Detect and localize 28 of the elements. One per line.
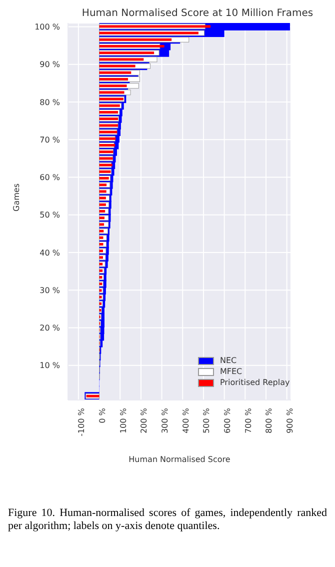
x-tick-label: 500 % xyxy=(202,408,212,434)
x-tick-label: 200 % xyxy=(140,408,149,434)
x-tick-label: 400 % xyxy=(181,408,190,434)
x-tick-label: 600 % xyxy=(222,408,232,434)
x-tick-label: -100 % xyxy=(77,408,86,436)
y-tick-label: 100 % xyxy=(34,22,60,32)
legend-label: NEC xyxy=(220,355,237,366)
chart-title: Human Normalised Score at 10 Million Frames xyxy=(80,8,314,19)
x-tick-label: 700 % xyxy=(244,408,253,434)
caption: Figure 10. Human-normalised scores of games, independently ranked per algorithm; labels on y-axis denote quantiles. xyxy=(8,507,327,534)
x-tick-label: 800 % xyxy=(264,408,274,434)
x-tick-label: 100 % xyxy=(118,408,128,434)
x-axis-title: Human Normalised Score xyxy=(128,455,230,464)
y-tick-label: 80 % xyxy=(40,98,60,107)
x-tick-label: 900 % xyxy=(286,408,295,434)
y-tick-label: 50 % xyxy=(40,210,60,220)
legend-label: MFEC xyxy=(220,366,242,377)
y-tick-label: 70 % xyxy=(40,135,60,144)
y-tick-label: 30 % xyxy=(40,286,60,295)
y-axis-title: Games xyxy=(12,184,21,212)
x-tick-label: 0 % xyxy=(98,408,107,424)
y-tick-label: 60 % xyxy=(40,173,60,182)
y-tick-label: 40 % xyxy=(40,248,60,258)
y-tick-label: 90 % xyxy=(40,60,60,70)
y-tick-label: 20 % xyxy=(40,324,60,333)
y-tick-label: 10 % xyxy=(40,361,60,370)
x-tick-label: 300 % xyxy=(160,408,170,434)
legend-label: Prioritised Replay xyxy=(220,377,290,388)
